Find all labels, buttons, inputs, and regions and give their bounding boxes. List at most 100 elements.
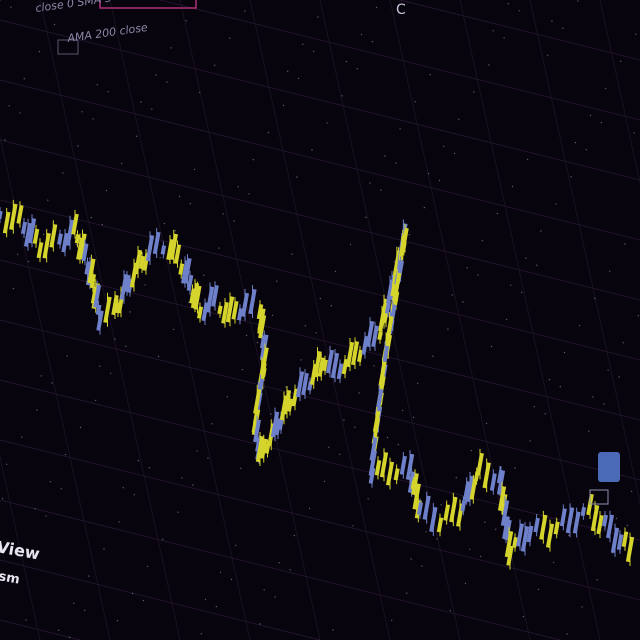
dot — [263, 589, 265, 591]
candle-body — [81, 243, 89, 262]
dot — [297, 77, 300, 80]
candle-body — [36, 242, 44, 259]
dot — [449, 609, 452, 612]
dot — [73, 602, 75, 604]
candle-body — [96, 310, 104, 331]
dot — [166, 81, 168, 83]
dot — [615, 517, 618, 520]
candle-body — [87, 258, 96, 284]
dot — [125, 345, 127, 347]
dot — [360, 33, 363, 36]
dot — [421, 565, 423, 567]
dot — [64, 453, 67, 456]
candle-body — [74, 234, 81, 244]
candle-body — [422, 495, 431, 520]
dot — [235, 544, 237, 546]
dot — [607, 369, 609, 371]
candle-body — [357, 349, 363, 363]
dot — [81, 111, 83, 113]
dot — [505, 318, 508, 321]
dot — [514, 467, 516, 469]
candle-body — [183, 258, 192, 284]
dot — [170, 47, 172, 49]
dot — [181, 477, 183, 479]
dot — [503, 37, 505, 39]
grid-line — [179, 0, 321, 640]
grid-line — [158, 0, 640, 121]
dot — [380, 189, 382, 191]
dot — [159, 257, 161, 259]
dot — [371, 40, 374, 43]
candle-body — [385, 461, 395, 486]
dot — [488, 64, 490, 66]
dot — [120, 162, 123, 165]
candle-body — [590, 505, 600, 532]
dot — [177, 511, 179, 513]
dot — [174, 230, 176, 232]
dot — [192, 484, 194, 486]
candle-body — [251, 409, 261, 436]
candle-body — [173, 244, 182, 264]
dot — [219, 571, 222, 574]
dot — [401, 409, 404, 412]
dot — [203, 274, 205, 276]
price-marker — [589, 489, 609, 505]
dot — [574, 141, 577, 144]
dot — [326, 122, 328, 124]
dot — [585, 149, 587, 151]
dot — [384, 155, 386, 157]
candle-body — [103, 296, 112, 323]
dot — [237, 186, 239, 188]
dot — [555, 203, 557, 205]
candle-body — [93, 284, 102, 308]
dot — [365, 216, 367, 218]
candle-body — [580, 506, 587, 517]
candle-body — [399, 455, 407, 475]
candle-body — [138, 255, 146, 270]
dot — [485, 422, 488, 425]
dot — [429, 74, 431, 76]
dot — [25, 619, 27, 621]
grid-line — [39, 0, 181, 640]
dot — [618, 376, 620, 378]
candle-body — [500, 493, 508, 512]
dot — [49, 481, 51, 483]
dot — [562, 27, 564, 29]
dot — [518, 10, 520, 12]
dot — [198, 91, 201, 94]
grid-line — [398, 0, 640, 61]
dot — [414, 101, 416, 103]
dot — [447, 328, 449, 330]
candle-body — [160, 245, 167, 255]
candle-body — [553, 521, 560, 535]
collapse-button[interactable] — [57, 39, 79, 55]
candle-body — [231, 300, 239, 320]
dot — [566, 633, 568, 635]
dot — [270, 413, 272, 415]
dot — [45, 515, 47, 517]
dot — [188, 301, 190, 303]
candle-body — [405, 453, 415, 481]
candle-body — [516, 523, 524, 547]
dot — [1, 497, 4, 500]
dot — [588, 430, 590, 432]
candle-body — [211, 285, 219, 307]
candle-body — [42, 232, 51, 259]
dot — [196, 450, 198, 452]
candle-body — [460, 500, 467, 512]
dot — [293, 534, 296, 537]
dot — [233, 220, 235, 222]
candle-body — [489, 473, 497, 491]
dot — [334, 270, 337, 273]
dot — [40, 375, 42, 377]
dot — [427, 172, 430, 175]
dot — [410, 558, 412, 560]
dot — [568, 534, 570, 536]
grid-line — [0, 455, 41, 640]
dot — [622, 342, 624, 344]
candle-body — [221, 301, 229, 324]
dot — [635, 33, 637, 35]
dot — [479, 555, 482, 558]
grid-line — [0, 319, 640, 481]
candle-body — [412, 483, 421, 510]
